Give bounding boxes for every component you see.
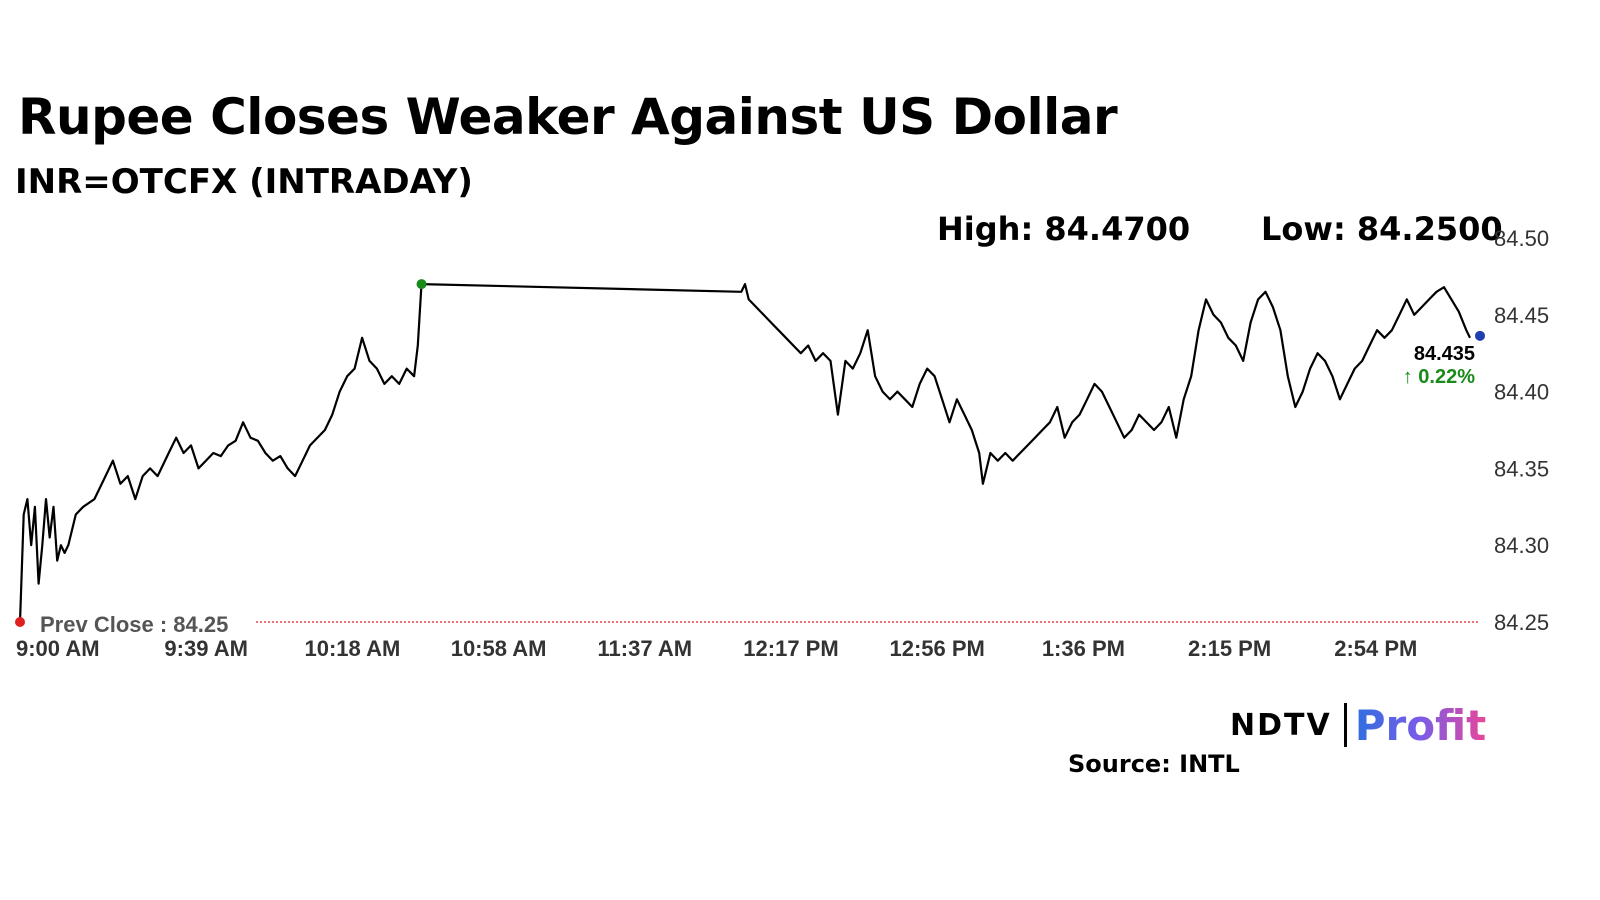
source-note: Source: INTL bbox=[1068, 750, 1240, 778]
y-tick-label: 84.30 bbox=[1494, 533, 1549, 558]
x-tick-label: 2:54 PM bbox=[1334, 636, 1417, 661]
x-tick-label: 12:17 PM bbox=[743, 636, 838, 661]
y-tick-label: 84.40 bbox=[1494, 380, 1549, 405]
x-tick-label: 2:15 PM bbox=[1188, 636, 1271, 661]
price-change-label: ↑ 0.22% bbox=[1403, 366, 1475, 388]
chart-subtitle: INR=OTCFX (INTRADAY) bbox=[15, 162, 473, 202]
high-value: High: 84.4700 bbox=[937, 210, 1191, 248]
y-tick-label: 84.35 bbox=[1494, 456, 1549, 481]
logo-divider bbox=[1343, 703, 1347, 747]
last-price-marker bbox=[1475, 330, 1485, 341]
start-marker bbox=[15, 617, 25, 627]
y-tick-label: 84.45 bbox=[1494, 303, 1549, 328]
price-series-line bbox=[18, 283, 1471, 623]
x-tick-label: 10:18 AM bbox=[305, 636, 401, 661]
x-axis: 9:00 AM 9:39 AM 10:18 AM 10:58 AM 11:37 AM 12… bbox=[16, 636, 1417, 661]
y-tick-label: 84.50 bbox=[1494, 226, 1549, 251]
logo-profit-text: Profit bbox=[1354, 700, 1487, 750]
prev-close-label: Prev Close : 84.25 bbox=[40, 612, 228, 637]
x-tick-label: 12:56 PM bbox=[890, 636, 985, 661]
high-marker bbox=[416, 279, 427, 290]
x-tick-label: 1:36 PM bbox=[1042, 636, 1125, 661]
x-tick-label: 9:00 AM bbox=[16, 636, 100, 661]
logo-ndtv-text: NDTV bbox=[1230, 707, 1332, 743]
low-value: Low: 84.2500 bbox=[1261, 210, 1503, 248]
x-tick-label: 10:58 AM bbox=[451, 636, 547, 661]
x-tick-label: 11:37 AM bbox=[598, 636, 693, 661]
x-tick-label: 9:39 AM bbox=[164, 636, 248, 661]
chart-title: Rupee Closes Weaker Against US Dollar bbox=[18, 88, 1118, 146]
y-axis: 84.50 84.45 84.40 84.35 84.30 84.25 bbox=[1494, 226, 1549, 635]
y-tick-label: 84.25 bbox=[1494, 610, 1549, 635]
ndtv-profit-logo: NDTV Profit bbox=[1230, 690, 1486, 760]
last-price-label: 84.435 bbox=[1414, 343, 1475, 365]
